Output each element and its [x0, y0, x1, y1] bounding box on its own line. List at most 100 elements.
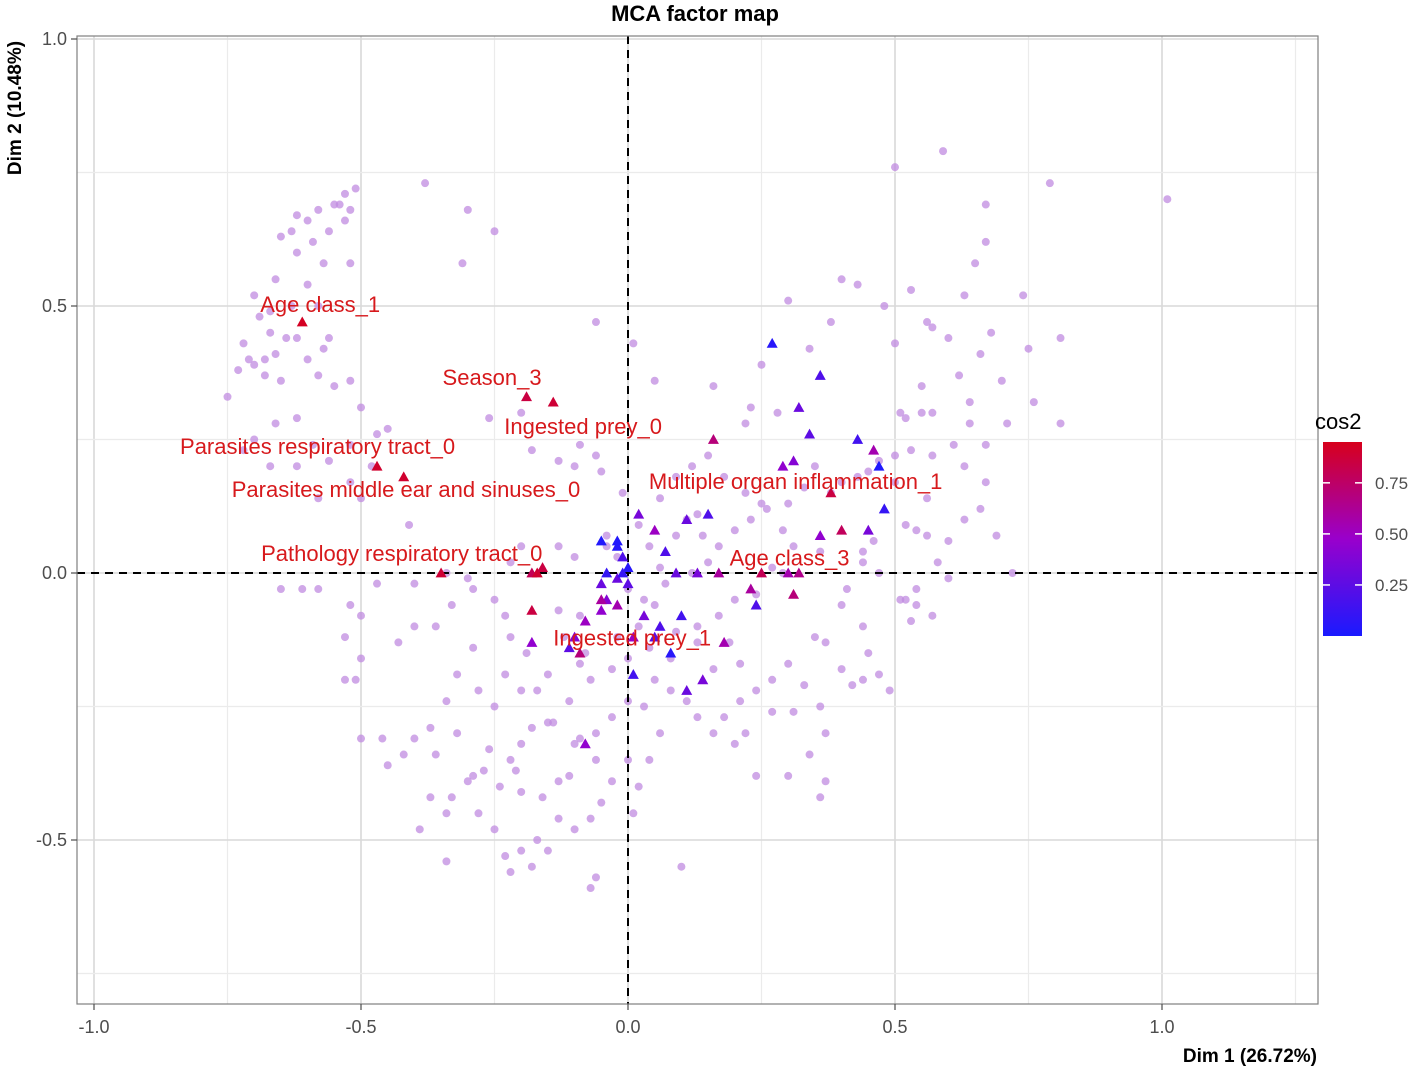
individual-point — [640, 595, 649, 604]
individual-point — [880, 302, 889, 310]
category-point-labeled — [825, 487, 837, 498]
individual-point — [912, 601, 921, 610]
individual-point — [340, 675, 349, 684]
category-point-labeled — [836, 524, 848, 535]
individual-point — [757, 360, 766, 369]
individual-point — [650, 675, 659, 684]
individual-point — [591, 318, 600, 327]
individual-point — [276, 376, 285, 385]
individual-point — [965, 398, 974, 407]
individual-point — [842, 585, 851, 594]
individual-point — [730, 739, 739, 748]
individual-point — [405, 520, 414, 529]
individual-point — [346, 478, 355, 487]
category-point — [595, 604, 607, 615]
individual-point — [474, 686, 483, 695]
individual-point — [821, 777, 830, 786]
category-point — [649, 524, 661, 535]
individual-point — [928, 451, 937, 460]
individual-point — [292, 414, 301, 423]
category-point — [595, 535, 607, 546]
individual-point — [517, 739, 526, 748]
colorbar-ticks: 0.25 0.50 0.75 — [1323, 474, 1408, 595]
category-point — [569, 631, 581, 642]
individual-point — [960, 515, 969, 524]
individual-point — [340, 189, 349, 198]
category-point — [665, 647, 677, 658]
individual-point — [533, 686, 542, 695]
individual-point — [640, 702, 649, 711]
category-point — [659, 546, 671, 557]
individual-point — [373, 579, 382, 588]
individual-point — [554, 606, 563, 615]
individual-point — [234, 366, 243, 375]
individual-point — [912, 585, 921, 594]
individual-point — [992, 531, 1001, 540]
individual-point — [506, 633, 515, 642]
individual-points — [223, 147, 1172, 893]
individual-point — [282, 334, 291, 343]
individual-point — [421, 179, 430, 188]
individual-point — [955, 371, 964, 380]
individual-point — [607, 665, 616, 674]
category-point — [627, 631, 639, 642]
individual-point — [549, 718, 558, 727]
individual-point — [447, 793, 456, 802]
x-tick-label: 0.0 — [615, 1017, 640, 1037]
individual-point — [944, 536, 953, 545]
individual-point — [762, 504, 771, 513]
individual-point — [463, 574, 472, 583]
individual-point — [800, 483, 809, 492]
individual-point — [645, 542, 654, 551]
individual-point — [303, 355, 312, 364]
individual-point — [677, 862, 686, 871]
individual-point — [1008, 569, 1017, 577]
category-point — [868, 444, 880, 455]
individual-point — [672, 627, 681, 636]
individual-point — [314, 585, 323, 594]
individual-point — [506, 558, 515, 567]
individual-point — [415, 825, 424, 834]
individual-point — [223, 392, 232, 401]
individual-point — [266, 328, 275, 337]
individual-point — [1056, 334, 1065, 343]
category-point — [777, 460, 789, 471]
individual-point — [736, 659, 745, 668]
individual-point — [607, 777, 616, 786]
individual-point — [517, 686, 526, 695]
category-label: Multiple organ inflammation_1 — [649, 469, 943, 494]
individual-point — [1003, 419, 1012, 428]
category-label: Ingested prey_0 — [504, 414, 662, 439]
individual-point — [357, 611, 365, 620]
individual-point — [314, 494, 323, 503]
individual-point — [324, 456, 333, 465]
category-point — [627, 668, 639, 679]
individual-point — [858, 558, 867, 567]
individual-point — [469, 771, 478, 780]
category-point-labeled — [371, 460, 383, 471]
individual-point — [981, 440, 990, 449]
individual-point — [591, 755, 600, 764]
individual-point — [720, 472, 729, 481]
individual-point — [682, 697, 691, 706]
category-point — [814, 530, 826, 541]
x-tick-label: -1.0 — [78, 1017, 109, 1037]
colorbar-tick-label: 0.50 — [1375, 525, 1408, 544]
colorbar-title: cos2 — [1315, 409, 1361, 434]
individual-point — [634, 622, 643, 631]
individual-point — [346, 601, 355, 610]
individual-point — [260, 355, 269, 364]
category-point — [617, 567, 629, 578]
individual-point — [442, 857, 451, 866]
individual-point — [292, 211, 301, 220]
individual-point — [346, 376, 355, 385]
individual-point — [607, 713, 616, 722]
category-point — [649, 631, 661, 642]
individual-point — [330, 382, 339, 391]
individual-point — [351, 675, 360, 684]
individual-point — [490, 227, 499, 236]
individual-point — [554, 456, 563, 465]
individual-point — [768, 675, 777, 684]
individual-point — [357, 494, 365, 503]
